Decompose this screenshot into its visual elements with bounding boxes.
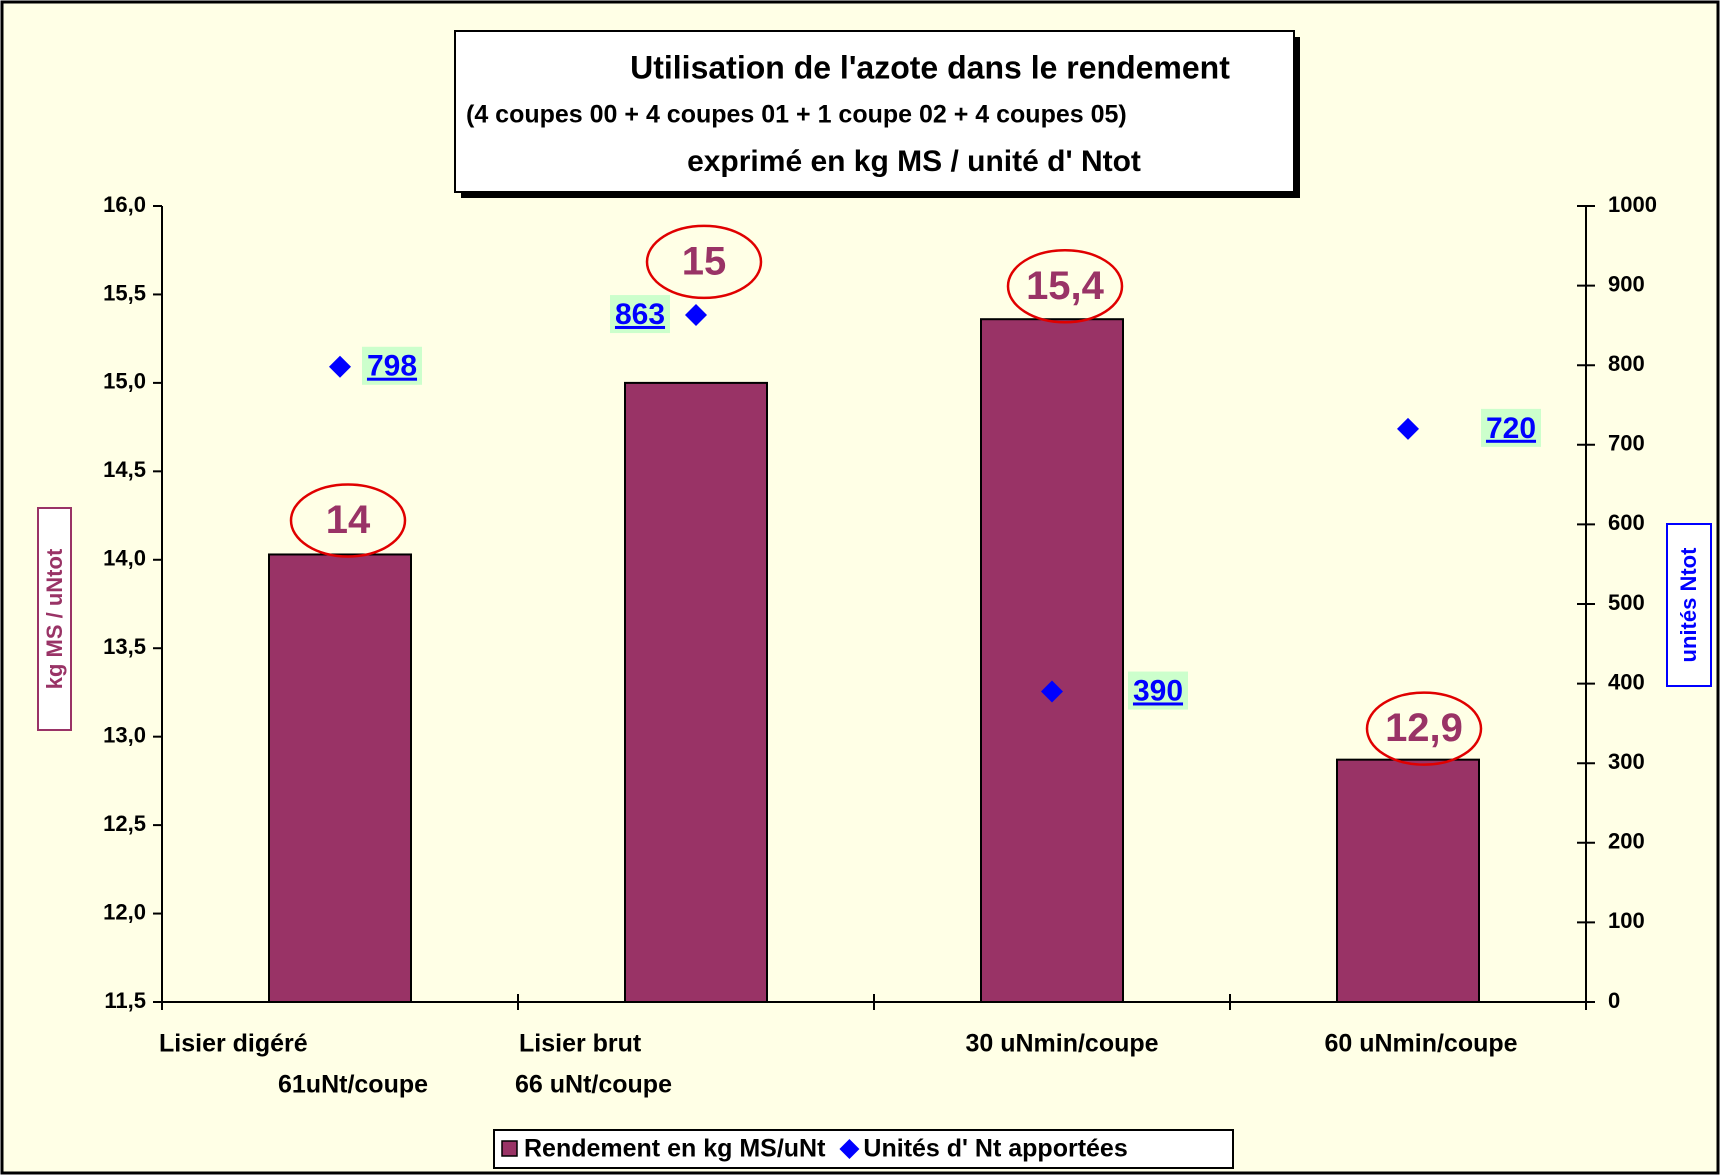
y-tick-label: 14,0 [103, 546, 146, 571]
data-label-circle [1006, 248, 1124, 324]
y2-tick-label: 800 [1608, 351, 1645, 376]
bar [268, 553, 412, 1004]
x-tick-label: Lisier brut [519, 1030, 642, 1058]
x-tick-label: Lisier digéré [159, 1030, 308, 1058]
y2-tick-label: 200 [1608, 829, 1645, 854]
y-tick-label: 15,0 [103, 369, 146, 394]
y2-tick-label: 1000 [1608, 192, 1657, 217]
y-axis-label: kg MS / uNtot [42, 548, 67, 689]
data-label: 15,4 [1026, 264, 1105, 308]
y2-axis-label: unités Ntot [1676, 547, 1701, 663]
legend-label: Rendement en kg MS/uNt [524, 1135, 826, 1163]
point [685, 304, 707, 327]
data-label-bg [610, 295, 670, 334]
x-tick-label: 60 uNmin/coupe [1324, 1030, 1517, 1058]
x-tick-label: 66 uNt/coupe [515, 1071, 672, 1099]
title-box [454, 30, 1295, 193]
y2-axis-label-box [1666, 523, 1712, 687]
x-tick-label: 30 uNmin/coupe [965, 1030, 1158, 1058]
x-tick-label: 61uNt/coupe [278, 1071, 428, 1099]
data-label: 720 [1486, 412, 1536, 445]
data-label-circle [645, 224, 763, 300]
y-tick-label: 15,5 [103, 280, 146, 305]
y-tick-label: 13,0 [103, 722, 146, 747]
data-label: 15 [682, 239, 727, 283]
data-label-circle [289, 483, 407, 558]
chart-title: Utilisation de l'azote dans le rendement [630, 49, 1230, 85]
bar [624, 381, 768, 1003]
y-tick-label: 13,5 [103, 634, 146, 659]
data-label: 12,9 [1385, 706, 1463, 750]
data-label-bg [1128, 671, 1188, 710]
y-tick-label: 12,5 [103, 811, 146, 836]
y2-tick-label: 900 [1608, 271, 1645, 296]
y2-tick-label: 300 [1608, 749, 1645, 774]
data-label: 14 [326, 498, 371, 542]
y-tick-label: 12,0 [103, 899, 146, 924]
data-label-bg [1481, 408, 1541, 447]
legend-label: Unités d' Nt apportées [863, 1135, 1127, 1163]
point [329, 355, 351, 378]
y2-tick-label: 100 [1608, 908, 1645, 933]
y2-tick-label: 400 [1608, 669, 1645, 694]
chart-subtitle: exprimé en kg MS / unité d' Ntot [687, 145, 1141, 178]
data-label: 798 [367, 350, 417, 383]
data-label: 390 [1133, 674, 1183, 707]
legend-swatch [501, 1140, 518, 1157]
legend-swatch [839, 1139, 860, 1159]
bar [1336, 758, 1480, 1004]
y-tick-label: 16,0 [103, 192, 146, 217]
y2-tick-label: 700 [1608, 431, 1645, 456]
chart-subtitle: (4 coupes 00 + 4 coupes 01 + 1 coupe 02 … [466, 101, 1127, 129]
y2-tick-label: 500 [1608, 590, 1645, 615]
y2-tick-label: 0 [1608, 988, 1620, 1013]
y2-tick-label: 600 [1608, 510, 1645, 535]
legend-box [493, 1129, 1234, 1169]
point [1397, 417, 1419, 440]
point [1041, 680, 1063, 703]
data-label-bg [362, 346, 422, 385]
data-label: 863 [615, 298, 665, 331]
bar [980, 318, 1124, 1004]
y-tick-label: 11,5 [104, 988, 146, 1013]
y-tick-label: 14,5 [103, 457, 146, 482]
y-axis-label-box [37, 507, 72, 731]
data-label-circle [1365, 691, 1483, 766]
